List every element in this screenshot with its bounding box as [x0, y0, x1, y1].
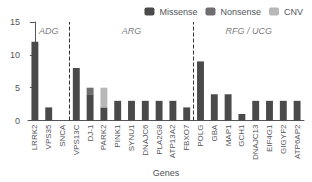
svg-text:MAP1: MAP1	[224, 124, 233, 146]
svg-text:10: 10	[10, 50, 20, 60]
svg-text:DNAJC13: DNAJC13	[251, 124, 260, 160]
svg-text:ATP6AP2: ATP6AP2	[293, 124, 302, 159]
svg-text:ADG: ADG	[38, 26, 59, 36]
svg-text:Nonsense: Nonsense	[220, 7, 261, 17]
svg-text:VPS35: VPS35	[44, 124, 53, 149]
svg-text:VPS13C: VPS13C	[72, 124, 81, 155]
svg-text:DNAJC6: DNAJC6	[141, 124, 150, 156]
svg-text:PLA2G8: PLA2G8	[155, 124, 164, 155]
svg-text:LRRK2: LRRK2	[30, 124, 39, 150]
svg-text:ATP13A2: ATP13A2	[168, 124, 177, 158]
svg-text:GIGYF2: GIGYF2	[279, 124, 288, 154]
svg-text:SYNU1: SYNU1	[127, 124, 136, 151]
svg-text:FBXO7: FBXO7	[182, 124, 191, 151]
svg-text:Missense: Missense	[159, 7, 197, 17]
svg-text:GBA: GBA	[210, 124, 219, 142]
svg-text:POLG: POLG	[196, 125, 205, 147]
svg-text:0: 0	[15, 116, 20, 126]
svg-text:15: 15	[10, 17, 20, 27]
svg-text:ARG: ARG	[121, 26, 142, 36]
svg-text:PARK2: PARK2	[99, 124, 108, 150]
svg-text:EIF4G1: EIF4G1	[265, 124, 274, 152]
svg-text:RFG / UCG: RFG / UCG	[226, 26, 272, 36]
svg-text:DJ-1: DJ-1	[86, 124, 95, 141]
svg-text:PINK1: PINK1	[113, 124, 122, 148]
svg-text:GCH1: GCH1	[237, 124, 246, 147]
svg-text:CNV: CNV	[284, 7, 303, 17]
svg-text:5: 5	[15, 83, 20, 93]
svg-text:Genes: Genes	[153, 168, 180, 178]
svg-text:SNCA: SNCA	[58, 124, 67, 147]
